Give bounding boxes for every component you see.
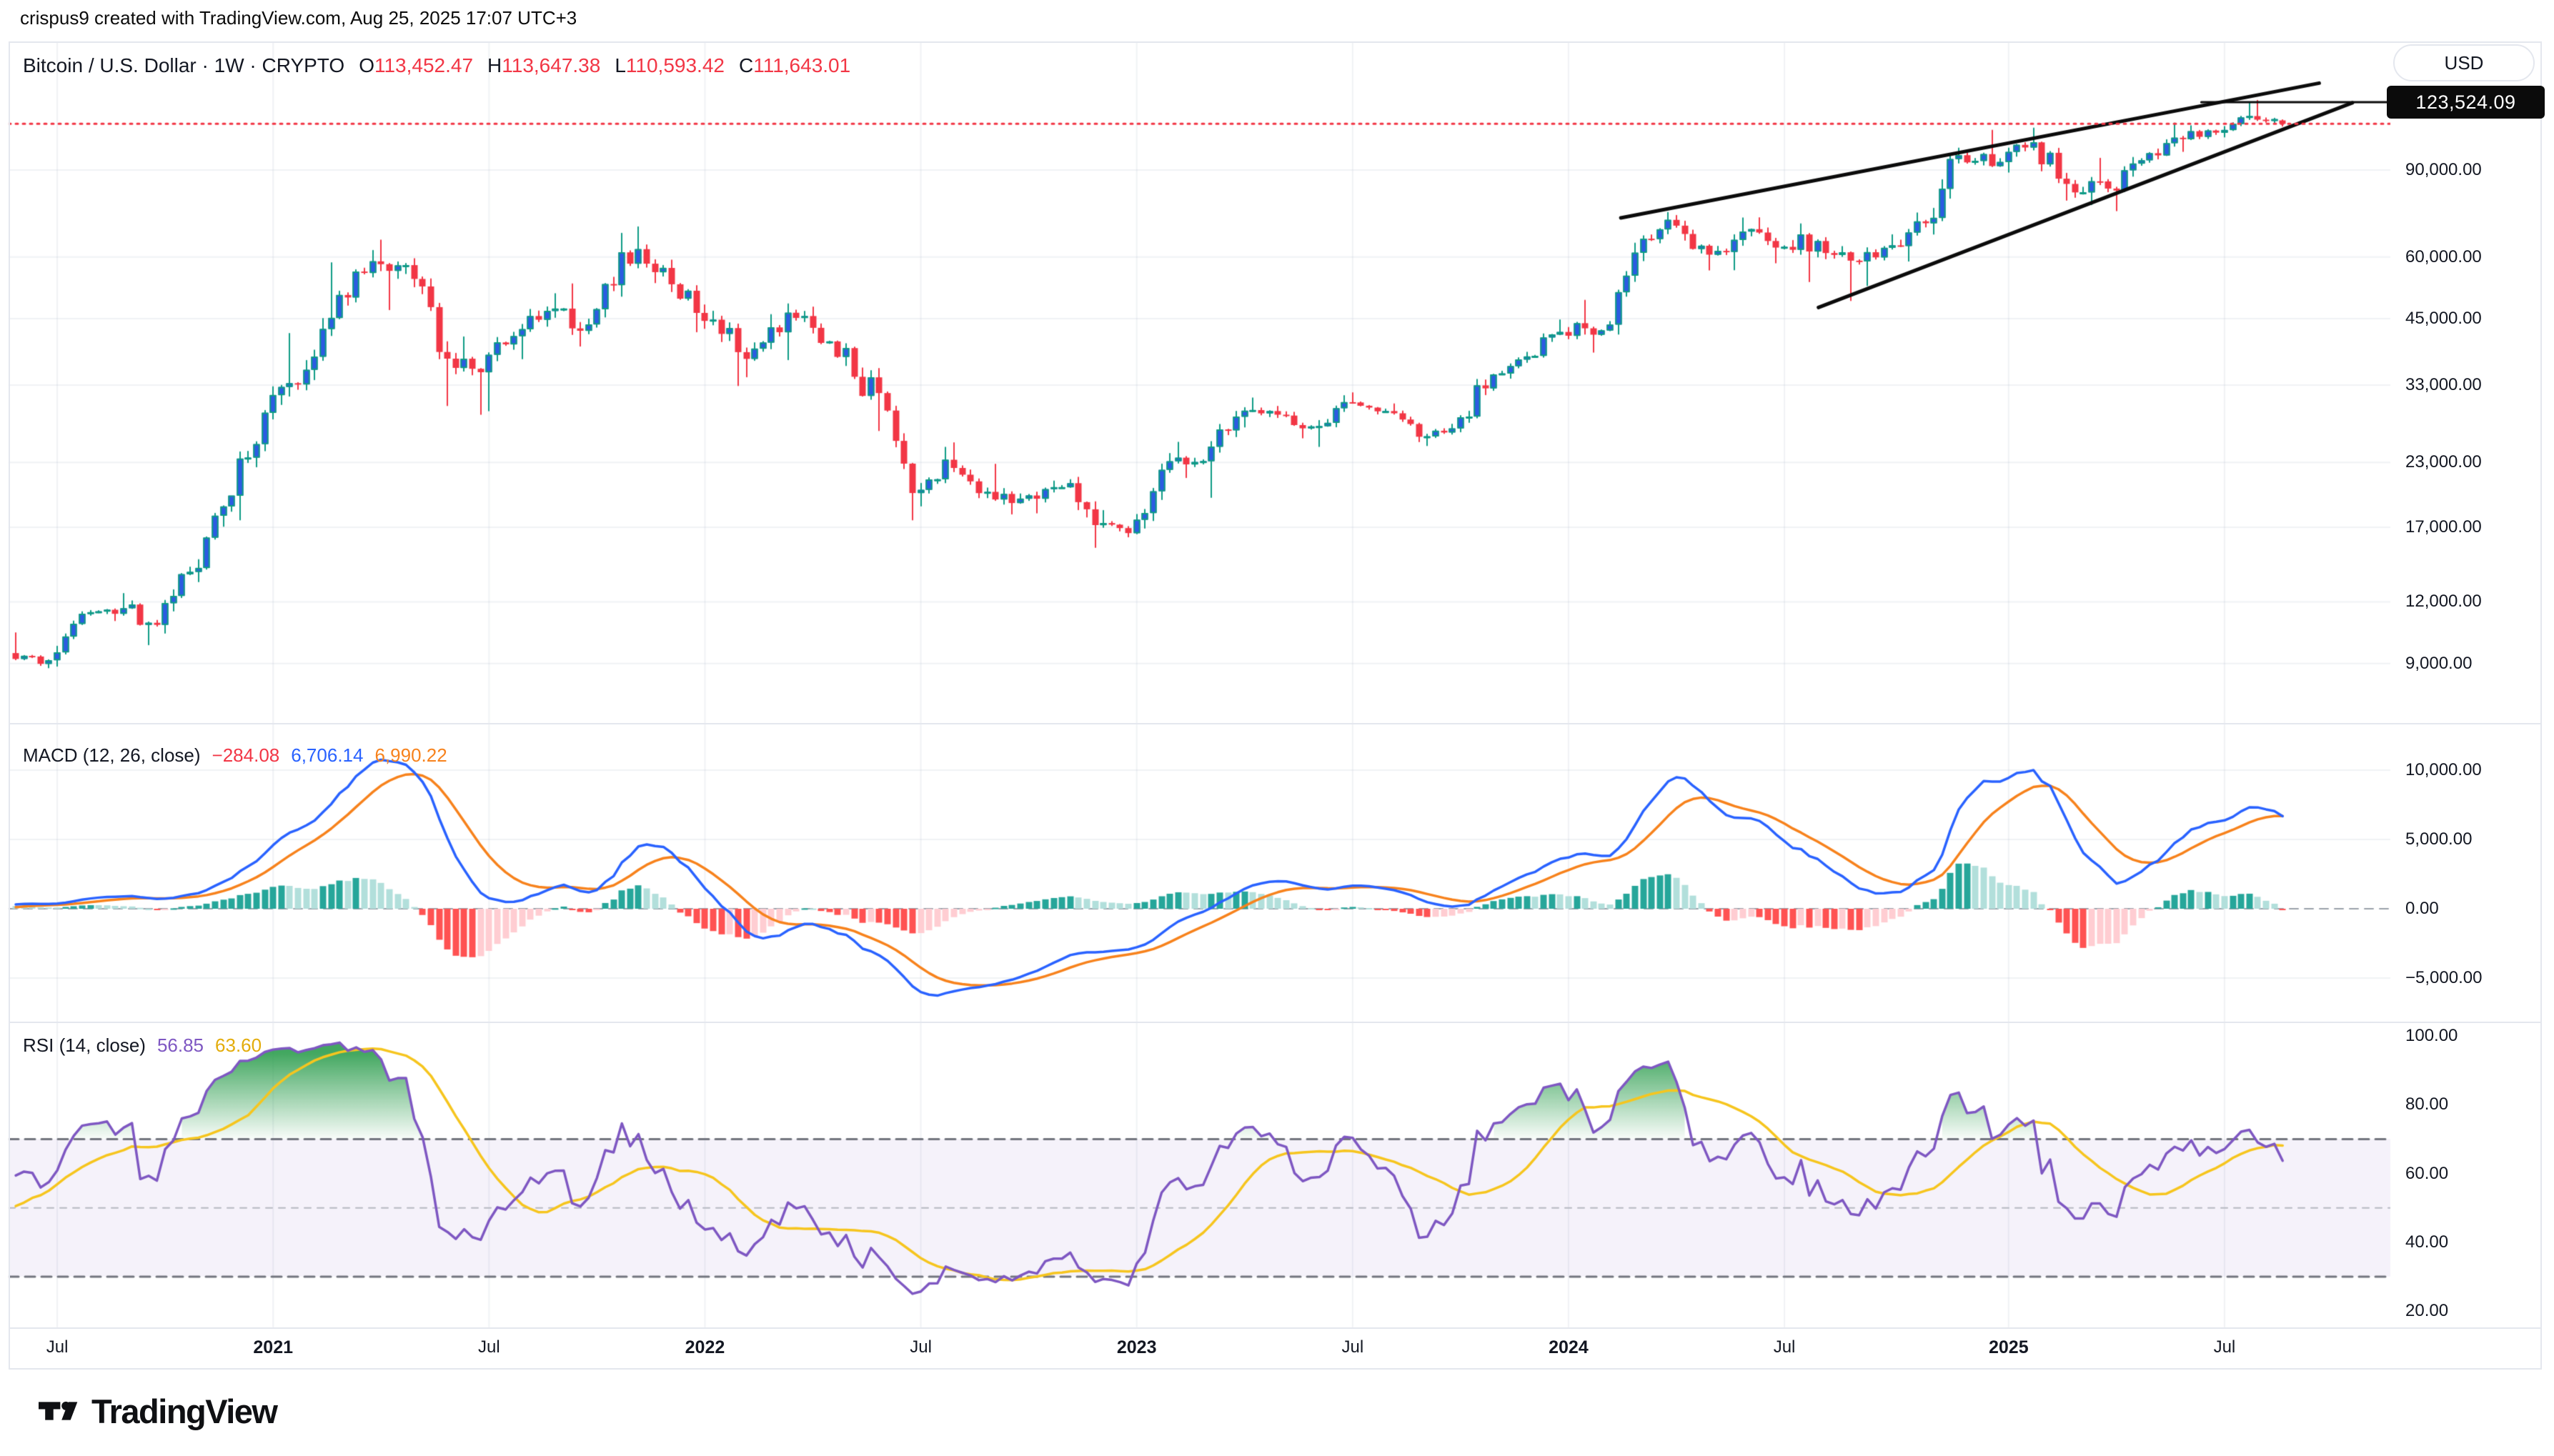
tradingview-logo-text: TradingView — [91, 1392, 278, 1430]
ohlc-value: 113,647.38 — [502, 54, 601, 76]
macd-value: 6,706.14 — [291, 744, 364, 766]
ohlc-key: L — [615, 54, 626, 76]
ohlc-values: O113,452.47 H113,647.38 L110,593.42 C111,64… — [344, 54, 850, 76]
macd-value: −284.08 — [212, 744, 280, 766]
ohlc-key: C — [738, 54, 754, 76]
ohlc-value: 111,643.01 — [753, 54, 851, 76]
macd-legend[interactable]: MACD (12, 26, close) −284.08 6,706.14 6,990… — [23, 744, 459, 767]
pane-separator-macd[interactable] — [9, 723, 2542, 724]
macd-values: −284.08 6,706.14 6,990.22 — [212, 744, 459, 766]
rsi-value: 56.85 — [156, 1034, 204, 1056]
ohlc-value: 113,452.47 — [374, 54, 474, 76]
symbol-title[interactable]: Bitcoin / U.S. Dollar · 1W · CRYPTO — [23, 54, 345, 76]
rsi-value: 63.60 — [215, 1034, 262, 1056]
pane-separator-rsi[interactable] — [9, 1022, 2542, 1023]
macd-title[interactable]: MACD (12, 26, close) — [23, 744, 201, 766]
rsi-values: 56.85 63.60 — [157, 1034, 273, 1056]
macd-value: 6,990.22 — [374, 744, 447, 766]
tradingview-logo[interactable]: TradingView — [39, 1390, 278, 1432]
symbol-legend[interactable]: Bitcoin / U.S. Dollar · 1W · CRYPTO O113,… — [23, 54, 850, 77]
rsi-legend[interactable]: RSI (14, close) 56.85 63.60 — [23, 1034, 273, 1057]
ohlc-key: H — [487, 54, 502, 76]
time-axis-separator — [9, 1327, 2542, 1329]
ohlc-value: 110,593.42 — [625, 54, 725, 76]
rsi-title[interactable]: RSI (14, close) — [23, 1034, 146, 1056]
ohlc-key: O — [359, 54, 374, 76]
tradingview-logo-icon — [39, 1401, 78, 1420]
